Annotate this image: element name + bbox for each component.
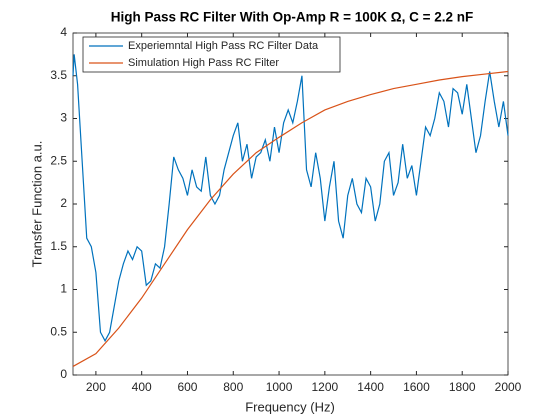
y-tick-label: 2: [60, 196, 67, 210]
legend-label: Experiemntal High Pass RC Filter Data: [128, 40, 319, 52]
y-tick-label: 1: [60, 282, 67, 296]
y-tick-label: 1.5: [50, 239, 67, 253]
y-tick-label: 3: [60, 111, 67, 125]
x-tick-label: 1400: [357, 380, 384, 394]
y-tick-label: 3.5: [50, 68, 67, 82]
data-line: [72, 70, 509, 367]
x-tick-label: 1800: [449, 380, 476, 394]
data-line: [72, 54, 509, 343]
y-tick-label: 2.5: [50, 153, 67, 167]
x-tick-label: 800: [223, 380, 243, 394]
y-tick-label: 0.5: [50, 324, 67, 338]
x-tick-label: 1600: [403, 380, 430, 394]
x-tick-label: 2000: [495, 380, 522, 394]
x-tick-label: 200: [86, 380, 106, 394]
y-tick-label: 4: [60, 25, 67, 39]
legend-label: Simulation High Pass RC Filter: [128, 57, 279, 69]
x-tick-label: 600: [177, 380, 197, 394]
legend-box: [82, 36, 341, 73]
x-tick-label: 1000: [266, 380, 293, 394]
y-tick-label: 0: [60, 367, 67, 381]
x-tick-label: 1200: [311, 380, 338, 394]
y-axis-label: Transfer Function a.u.: [29, 141, 44, 268]
x-axis-label: Frequency (Hz): [245, 399, 335, 414]
plot-area: [72, 32, 509, 376]
x-tick-label: 400: [132, 380, 152, 394]
chart-title: High Pass RC Filter With Op-Amp R = 100K…: [111, 10, 474, 25]
